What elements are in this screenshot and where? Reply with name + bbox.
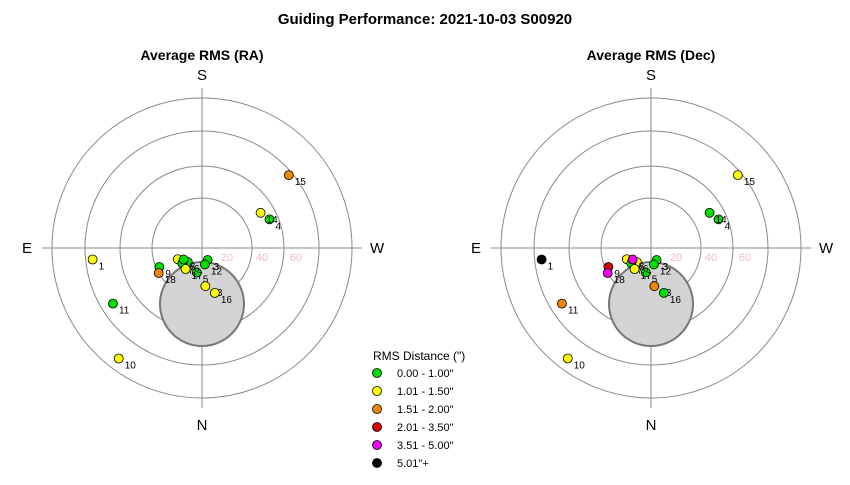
data-point-label: 10: [125, 360, 137, 371]
data-point-label: 4: [276, 221, 282, 232]
data-point-15: [283, 170, 294, 181]
compass-west: W: [370, 240, 385, 257]
data-point-1: [87, 254, 98, 265]
data-point-label: 14: [716, 215, 728, 226]
data-point-label: 17: [192, 271, 204, 282]
data-point-label: 9: [614, 269, 620, 280]
data-point-label: 8: [639, 261, 645, 272]
data-point-12: [648, 259, 659, 270]
legend-label: 5.01"+: [397, 458, 429, 470]
legend-items: 0.00 - 1.00" 1.01 - 1.50" 1.51 - 2.00" 2.01…: [372, 368, 454, 470]
legend-label: 3.51 - 5.00": [397, 440, 454, 452]
data-point-label: 3: [214, 262, 220, 273]
data-point-16: [209, 287, 220, 298]
data-point-8: [178, 254, 189, 265]
data-point-label: 15: [744, 177, 756, 188]
radial-tick-label: 20: [221, 252, 233, 264]
data-point-label: 12: [211, 266, 223, 277]
data-point-4: [713, 214, 724, 225]
data-point-16: [658, 287, 669, 298]
data-point-label: 14: [267, 215, 279, 226]
data-point-label: 1: [548, 261, 554, 272]
legend-swatch: [372, 386, 382, 396]
data-point-label: 5: [652, 274, 658, 285]
polar-plot-ra: Average RMS (RA)204060SNEW12345678910111…: [22, 47, 385, 434]
data-point-13: [649, 281, 660, 292]
legend-label: 0.00 - 1.00": [397, 368, 454, 380]
legend-title: RMS Distance ("): [373, 349, 465, 363]
legend-label: 2.01 - 3.50": [397, 422, 454, 434]
figure-title: Guiding Performance: 2021-10-03 S00920: [278, 11, 572, 28]
radial-tick-label: 60: [290, 252, 302, 264]
data-point-label: 16: [221, 295, 233, 306]
data-point-label: 17: [641, 271, 653, 282]
data-point-label: 11: [568, 306, 579, 317]
data-point-label: 1: [99, 261, 105, 272]
compass-west: W: [819, 240, 834, 257]
compass-north: N: [197, 417, 208, 434]
data-point-label: 12: [660, 266, 672, 277]
legend-label: 1.01 - 1.50": [397, 386, 454, 398]
data-point-label: 4: [725, 221, 731, 232]
data-point-18: [602, 268, 613, 278]
data-point-label: 16: [670, 295, 682, 306]
legend-swatch: [372, 422, 382, 432]
legend-swatch: [372, 440, 382, 450]
data-point-11: [557, 298, 567, 309]
data-point-label: 5: [203, 274, 209, 285]
data-point-14: [704, 207, 715, 218]
data-point-5: [191, 267, 202, 278]
data-point-label: 6: [194, 264, 200, 275]
data-point-12: [199, 259, 210, 270]
plot-title: Average RMS (RA): [140, 47, 263, 63]
data-point-label: 3: [663, 262, 669, 273]
compass-north: N: [646, 417, 657, 434]
data-point-label: 10: [574, 360, 586, 371]
data-point-label: 15: [295, 177, 307, 188]
data-point-8: [627, 254, 638, 265]
compass-east: E: [22, 240, 32, 257]
data-point-4: [264, 214, 275, 225]
compass-south: S: [197, 67, 207, 84]
data-point-label: 18: [614, 275, 626, 286]
data-point-label: 8: [190, 261, 196, 272]
data-point-11: [108, 298, 118, 309]
data-point-10: [562, 353, 573, 364]
data-point-10: [113, 353, 124, 364]
radial-tick-label: 20: [670, 252, 682, 264]
legend-swatch: [372, 368, 382, 378]
polar-plot-dec: Average RMS (Dec)204060SNEW1234567891011…: [471, 47, 834, 434]
compass-east: E: [471, 240, 481, 257]
compass-south: S: [646, 67, 656, 84]
data-point-17: [629, 264, 640, 274]
legend-swatch: [372, 458, 382, 468]
radial-tick-label: 40: [256, 252, 268, 264]
data-point-label: 18: [165, 275, 177, 286]
data-point-13: [200, 281, 211, 292]
data-point-5: [640, 267, 651, 278]
data-point-label: 7: [188, 265, 194, 276]
data-point-label: 9: [165, 269, 171, 280]
radial-tick-label: 40: [705, 252, 717, 264]
data-point-label: 11: [119, 306, 130, 317]
radial-tick-label: 60: [739, 252, 751, 264]
data-point-17: [180, 264, 191, 274]
data-point-14: [255, 207, 266, 218]
legend: RMS Distance (") 0.00 - 1.00" 1.01 - 1.50…: [372, 349, 465, 470]
data-point-label: 7: [637, 265, 643, 276]
data-point-label: 6: [643, 264, 649, 275]
plot-title: Average RMS (Dec): [587, 47, 716, 63]
legend-label: 1.51 - 2.00": [397, 404, 454, 416]
data-point-1: [536, 254, 547, 265]
data-point-15: [732, 170, 743, 181]
data-point-18: [153, 268, 164, 278]
legend-swatch: [372, 404, 382, 414]
